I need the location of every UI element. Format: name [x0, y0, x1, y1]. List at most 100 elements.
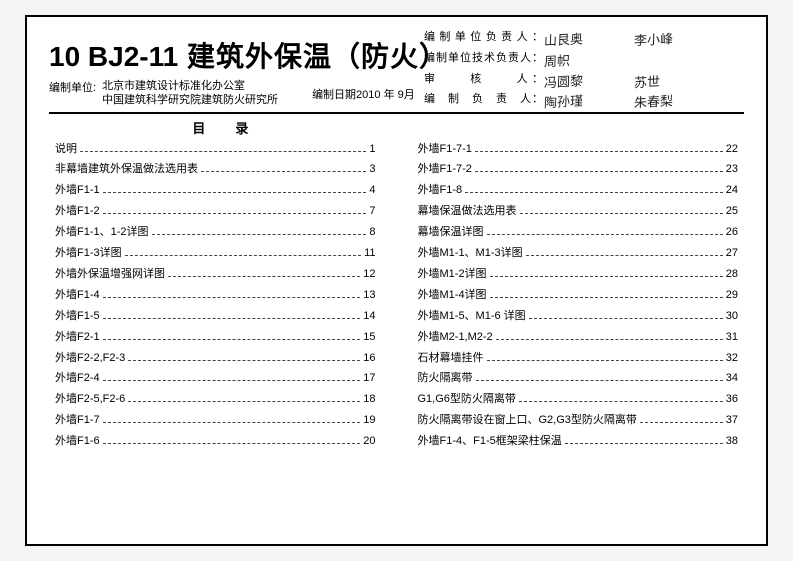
toc-label: 外墙F2-1 [49, 327, 100, 348]
toc-dots [103, 422, 361, 423]
toc-item: 石材幕墙挂件32 [412, 348, 745, 369]
toc-label: 防火隔离带设在窗上口、G2,G3型防火隔离带 [412, 410, 637, 431]
date-value: 2010 年 9月 [356, 89, 415, 101]
sign-row: 编 制 负 责 人：陶孙瑾朱春梨 [424, 91, 724, 112]
toc-dots [103, 192, 367, 193]
toc-item: 外墙F2-417 [49, 368, 382, 389]
toc-dots [103, 297, 361, 298]
toc-page: 32 [726, 348, 744, 369]
toc-dots [168, 276, 360, 277]
toc-dots [526, 255, 723, 256]
toc-label: 外墙F1-1、1-2详图 [49, 222, 149, 243]
toc-dots [80, 151, 366, 152]
toc-label: 外墙F1-4 [49, 285, 100, 306]
toc-col-right: 外墙F1-7-122外墙F1-7-223外墙F1-824幕墙保温做法选用表25幕… [412, 139, 745, 452]
toc-dots [103, 380, 361, 381]
toc-label: G1,G6型防火隔离带 [412, 389, 516, 410]
toc-label: 外墙F1-7 [49, 410, 100, 431]
doc-title-cn: 建筑外保温（防火） [187, 41, 448, 72]
toc-page: 15 [363, 327, 381, 348]
toc-label: 外墙F2-5,F2-6 [49, 389, 125, 410]
toc-item: 外墙F1-2 7 [49, 201, 382, 222]
toc-item: 外墙F2-5,F2-618 [49, 389, 382, 410]
toc-label: 外墙F1-7-2 [412, 159, 472, 180]
toc-label: 说明 [49, 139, 77, 160]
sign-label: 审 核 人： [424, 71, 544, 92]
toc-page: 12 [363, 264, 381, 285]
toc-page: 27 [726, 243, 744, 264]
toc-dots [490, 297, 723, 298]
toc-dots [128, 360, 360, 361]
sign-row: 审 核 人：冯圆黎苏世 [424, 71, 724, 92]
signature: 朱春梨 [634, 89, 725, 115]
toc-label: 外墙F1-5 [49, 306, 100, 327]
toc-label: 外墙F1-7-1 [412, 139, 472, 160]
toc-label: 防火隔离带 [412, 368, 473, 389]
toc-label: 非幕墙建筑外保温做法选用表 [49, 159, 198, 180]
toc-item: 外墙外保温增强网详图 12 [49, 264, 382, 285]
toc-page: 19 [363, 410, 381, 431]
toc-item: 外墙F2-1 15 [49, 327, 382, 348]
toc-dots [487, 360, 723, 361]
toc-item: 幕墙保温详图26 [412, 222, 745, 243]
toc-dots [519, 401, 723, 402]
toc-page: 17 [363, 368, 381, 389]
sign-row: 编制单位技术负责人：周帜 [424, 50, 724, 71]
sign-row: 编制单位负责人：山艮奥李小峰 [424, 29, 724, 50]
toc-label: 外墙F1-4、F1-5框架梁柱保温 [412, 431, 562, 452]
toc-dots [476, 380, 723, 381]
toc-dots [475, 151, 723, 152]
toc-dots [465, 192, 723, 193]
toc-label: 外墙外保温增强网详图 [49, 264, 165, 285]
sign-label: 编制单位负责人： [424, 29, 544, 50]
toc-dots [475, 171, 723, 172]
toc-dots [490, 276, 723, 277]
toc-page: 3 [369, 159, 381, 180]
toc-page: 23 [726, 159, 744, 180]
toc-page: 14 [363, 306, 381, 327]
toc-item: 防火隔离带设在窗上口、G2,G3型防火隔离带 37 [412, 410, 745, 431]
toc-page: 37 [726, 410, 744, 431]
toc-item: 外墙F1-3详图11 [49, 243, 382, 264]
date-label: 编制日期 [312, 89, 356, 101]
org-label: 编制单位: [49, 79, 96, 95]
toc-page: 7 [369, 201, 381, 222]
org1: 北京市建筑设计标准化办公室 [102, 80, 245, 92]
toc-item: 外墙M1-2详图 28 [412, 264, 745, 285]
toc-page: 11 [364, 243, 381, 264]
toc-label: 外墙M1-2详图 [412, 264, 487, 285]
toc-page: 31 [726, 327, 744, 348]
sign-label: 编 制 负 责 人： [424, 91, 544, 112]
toc-dots [125, 255, 361, 256]
toc-page: 20 [363, 431, 381, 452]
toc-label: 幕墙保温做法选用表 [412, 201, 517, 222]
toc-dots [520, 213, 723, 214]
document-page: 10 BJ2-11 建筑外保温（防火） 编制单位: 北京市建筑设计标准化办公室 … [25, 15, 768, 546]
toc-item: 外墙F1-7-2 23 [412, 159, 745, 180]
toc-item: 外墙F1-620 [49, 431, 382, 452]
toc-label: 外墙M1-4详图 [412, 285, 487, 306]
toc-label: 外墙F2-2,F2-3 [49, 348, 125, 369]
toc-dots [496, 339, 723, 340]
sign-label: 编制单位技术负责人： [424, 50, 544, 71]
toc-label: 外墙M1-1、M1-3详图 [412, 243, 523, 264]
toc-label: 外墙M2-1,M2-2 [412, 327, 493, 348]
doc-code: 10 BJ2-11 [49, 41, 178, 72]
toc-label: 外墙F1-2 [49, 201, 100, 222]
toc-page: 28 [726, 264, 744, 285]
org2: 中国建筑科学研究院建筑防火研究所 [102, 94, 278, 106]
toc-item: 外墙M1-1、M1-3详图 27 [412, 243, 745, 264]
toc-dots [103, 443, 361, 444]
toc-item: 外墙F1-4、F1-5框架梁柱保温38 [412, 431, 745, 452]
toc-dots [201, 171, 366, 172]
toc-dots [565, 443, 723, 444]
toc-item: 非幕墙建筑外保温做法选用表 3 [49, 159, 382, 180]
org-lines: 北京市建筑设计标准化办公室 中国建筑科学研究院建筑防火研究所 [102, 79, 278, 108]
toc-page: 29 [726, 285, 744, 306]
toc-item: 外墙M1-4详图 29 [412, 285, 745, 306]
toc-item: 防火隔离带34 [412, 368, 745, 389]
header-row: 10 BJ2-11 建筑外保温（防火） 编制单位: 北京市建筑设计标准化办公室 … [49, 25, 744, 108]
toc-dots [152, 234, 367, 235]
toc-col-left: 说明1非幕墙建筑外保温做法选用表3外墙F1-14外墙F1-27外墙F1-1、1-… [49, 139, 382, 452]
toc-dots [128, 401, 360, 402]
